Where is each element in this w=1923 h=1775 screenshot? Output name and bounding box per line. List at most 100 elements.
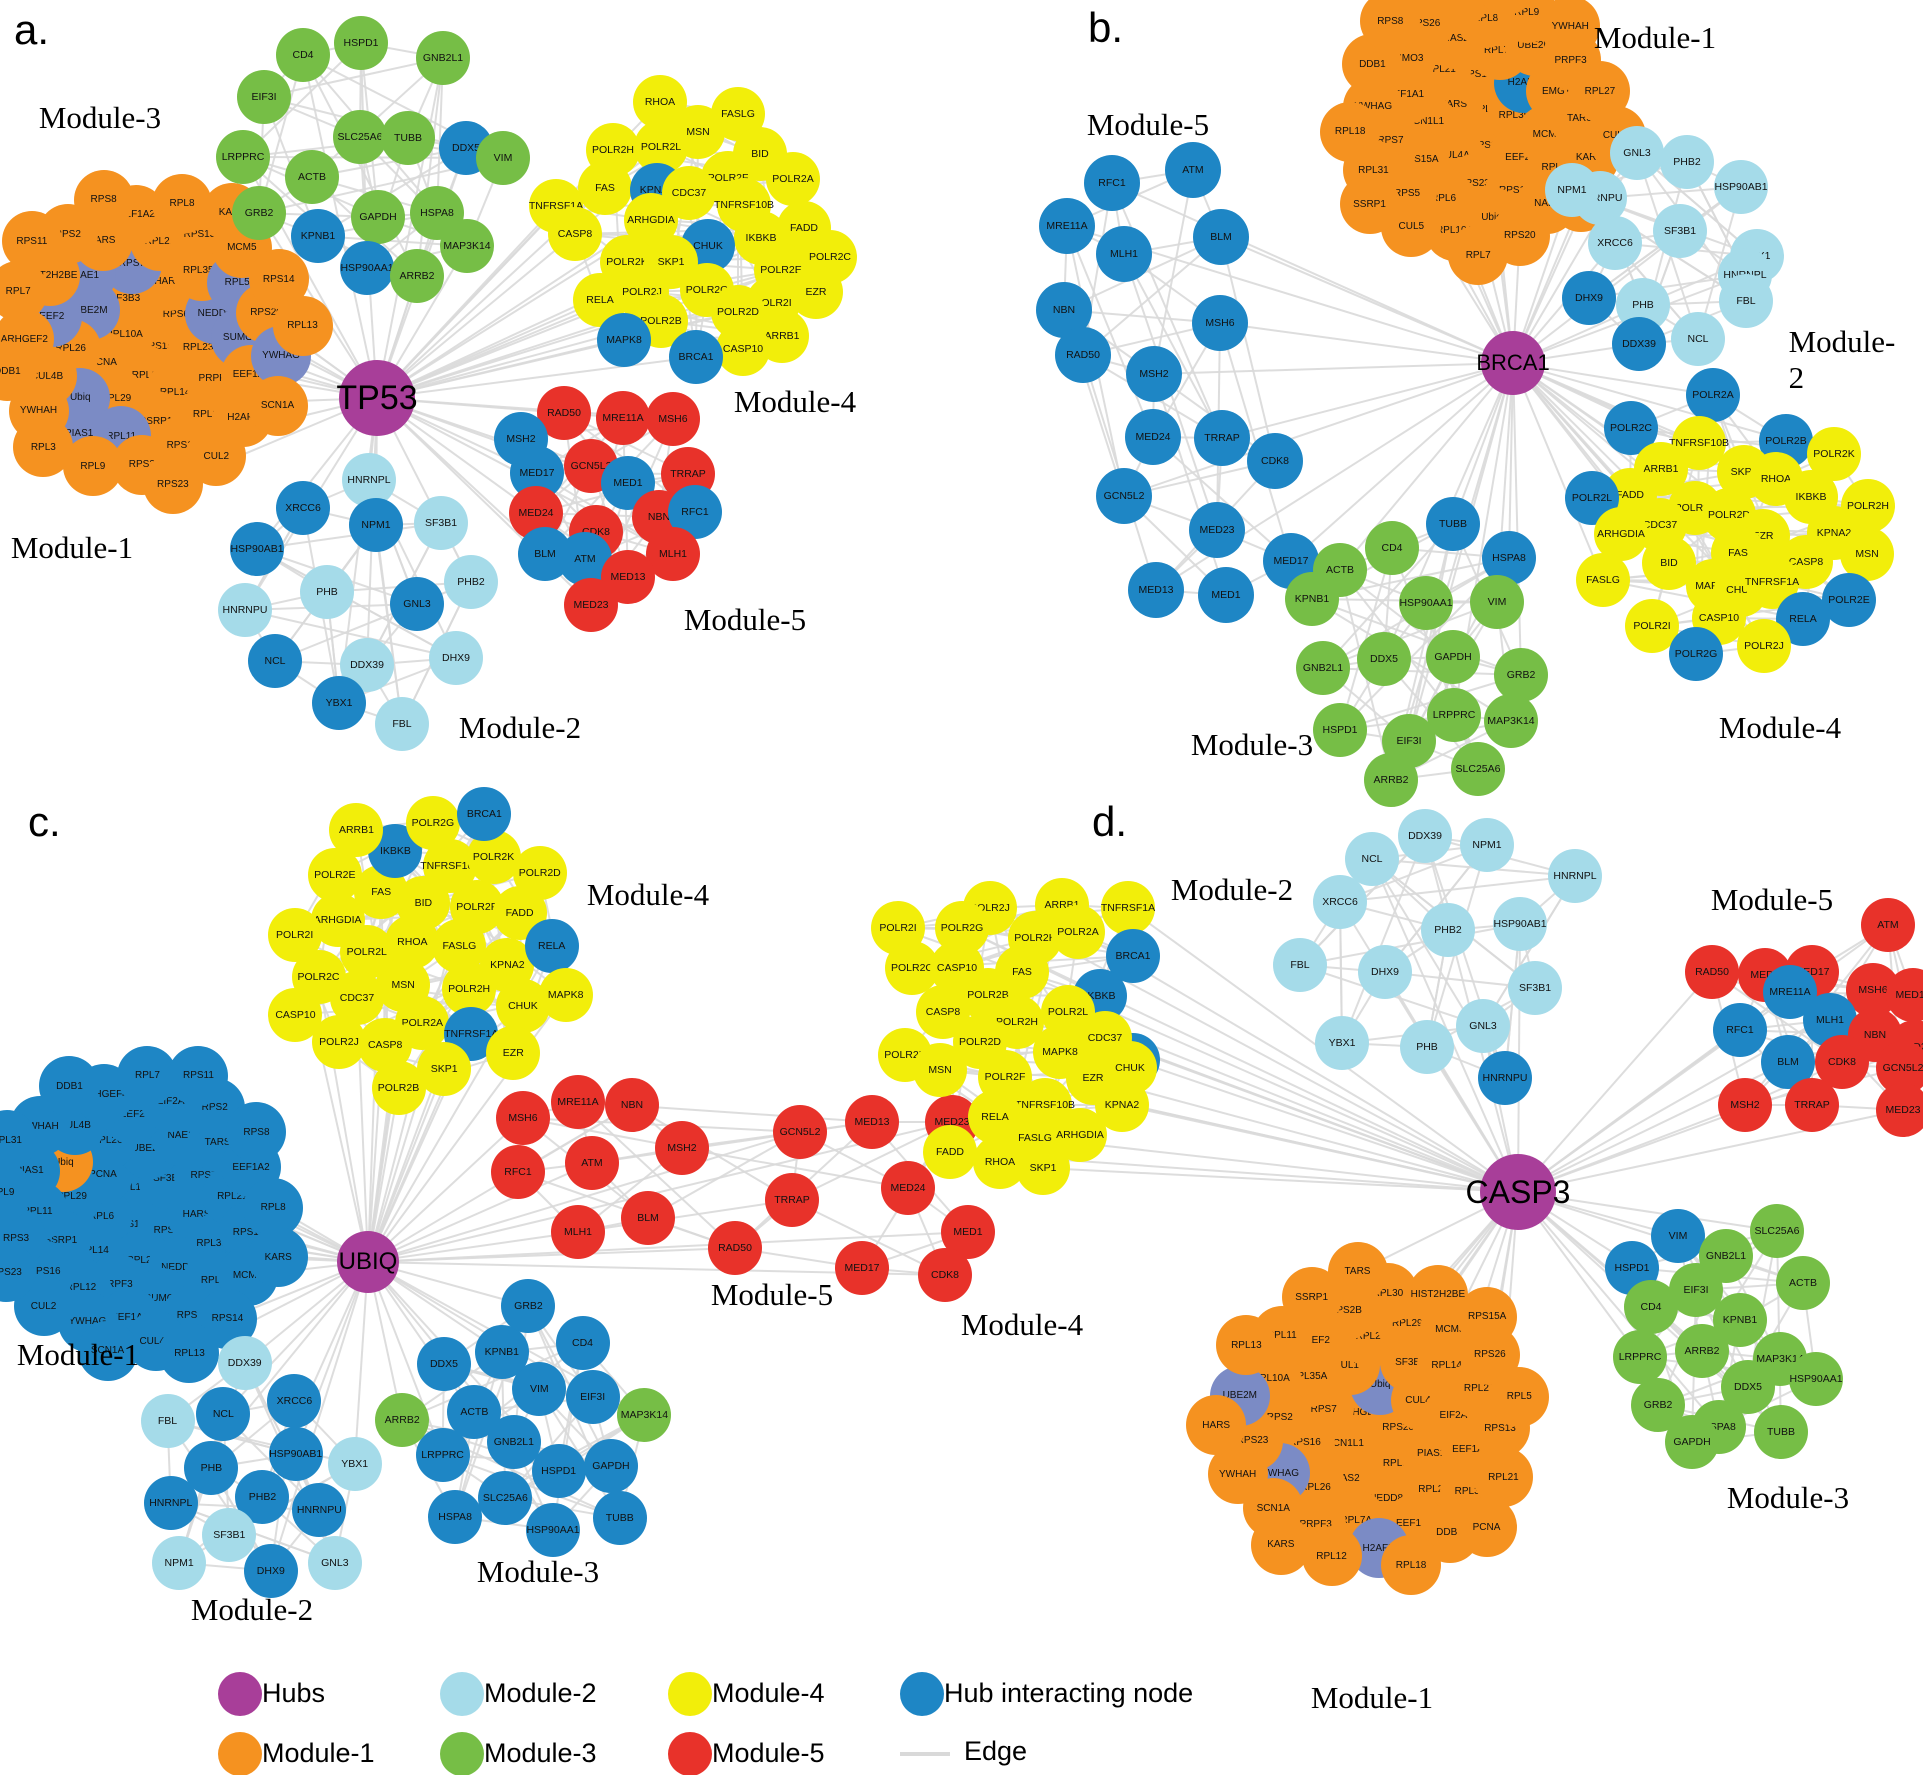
network-node: SKP1 [417,1042,472,1097]
network-node: FBL [375,697,429,751]
network-node: ARRB2 [390,249,444,303]
network-node: POLR2A [1686,368,1740,422]
network-node: BRCA1 [669,330,723,384]
network-node: GRB2 [501,1279,556,1334]
network-node: MED24 [881,1161,935,1215]
network-node: MSH6 [1192,295,1248,351]
network-node: EZR [486,1025,541,1080]
network-node: POLR2D [512,845,567,900]
network-node: ACTB [285,150,339,204]
network-node: RPL7 [1448,225,1509,286]
network-node: GRB2 [1494,648,1548,702]
network-node: KARS [1250,1514,1311,1575]
module-label: Module-3 [1726,1480,1850,1515]
network-node: MED13 [1128,562,1184,618]
network-node: ATM [565,1136,619,1190]
module-label: Module-1 [16,1337,140,1372]
network-node: MED13 [1886,968,1923,1022]
network-node: CD4 [1624,1280,1678,1334]
module-label: Module-5 [683,602,807,637]
network-node: RPL18 [1320,101,1381,162]
network-node: DHX9 [1358,945,1412,999]
network-node: EIF3I [237,70,291,124]
network-node: HSP90AA1 [1789,1352,1843,1406]
network-node: PHB2 [444,555,498,609]
network-node: HNRNPL [1548,849,1602,903]
hub-node: UBIQ [337,1231,399,1293]
hub-node: TP53 [336,360,418,436]
network-node: DDB1 [39,1056,100,1117]
network-node: GCN5L2 [1096,468,1152,524]
network-node: POLR2E [307,847,362,902]
network-node: VIM [1651,1209,1705,1263]
network-node: NCL [1345,832,1399,886]
network-node: RPL21 [1473,1447,1534,1508]
network-node: DHX9 [1562,271,1616,325]
network-node: NCL [248,634,302,688]
network-node: TRRAP [1194,410,1250,466]
network-node: TRRAP [1785,1078,1839,1132]
network-node: CD4 [1365,521,1419,575]
network-node: XRCC6 [267,1373,322,1428]
network-node: POLR2E [1822,573,1876,627]
network-node: DHX9 [243,1543,298,1598]
network-node: CDC37 [662,166,716,220]
legend-swatch [440,1672,484,1716]
network-node: HSPD1 [531,1444,586,1499]
network-node: MLH1 [1096,226,1152,282]
network-node: BRCA1 [457,787,512,842]
network-node: NCL [1671,312,1725,366]
network-node: RPL7 [117,1045,178,1106]
legend-label: Edge [964,1736,1028,1766]
network-node: TUBB [1426,497,1480,551]
network-node: RFC1 [491,1145,545,1199]
network-node: CASP10 [716,322,770,376]
network-node: ATM [1861,898,1915,952]
network-node: POLR2G [1669,627,1723,681]
network-node: POLR2J [312,1015,366,1070]
network-node: FBL [140,1393,195,1448]
network-node: YWHAH [1540,0,1601,57]
network-node: HSP90AA1 [526,1502,580,1557]
network-node: MSN [1840,527,1894,581]
network-node: TUBB [592,1491,647,1546]
network-node: MSH2 [655,1121,709,1175]
network-node: NPM1 [349,498,403,552]
network-node: NPM1 [1545,163,1599,217]
network-node: LRPPRC [415,1427,470,1482]
module-label: Module-4 [586,877,710,912]
network-node: MAP3K14 [1484,694,1538,748]
network-node: YBX1 [1315,1016,1369,1070]
network-node: RPS8 [73,169,134,230]
network-node: TUBB [1754,1405,1808,1459]
network-node: EIF3I [1669,1263,1723,1317]
network-node: TUBB [381,111,435,165]
network-node: RPS11 [1,211,62,272]
panel-letter: c. [28,798,61,845]
legend-label: Module-1 [262,1738,375,1768]
network-node: HSP90AB1 [1493,897,1547,951]
network-node: SCN1A [77,1320,138,1381]
network-node: RPL5 [1489,1366,1550,1427]
network-node: GNL3 [1610,126,1664,180]
network-node: SLC25A6 [333,110,387,164]
network-node: RAD50 [1055,327,1111,383]
network-node: DHX9 [429,631,483,685]
network-node: POLR2G [405,795,460,850]
network-node: EIF3I [565,1370,620,1425]
network-node: PHB2 [1660,135,1714,189]
network-node: ARRB2 [1364,753,1418,807]
network-node: RPL7 [0,261,49,322]
network-node: LRPPRC [1613,1330,1667,1384]
network-node: RPL3 [13,417,74,478]
network-node: MRE11A [596,391,650,445]
network-node: SF3B1 [202,1508,257,1563]
network-node: SF3B1 [1508,961,1562,1015]
network-node: HARS [1186,1395,1247,1456]
module-label: Module-3 [476,1554,600,1589]
network-node: MED23 [1189,502,1245,558]
network-node: HSP90AB1 [1714,160,1768,214]
legend-label: Module-5 [712,1738,825,1768]
network-node: ARRB2 [1675,1324,1729,1378]
network-node: MAPK8 [597,313,651,367]
